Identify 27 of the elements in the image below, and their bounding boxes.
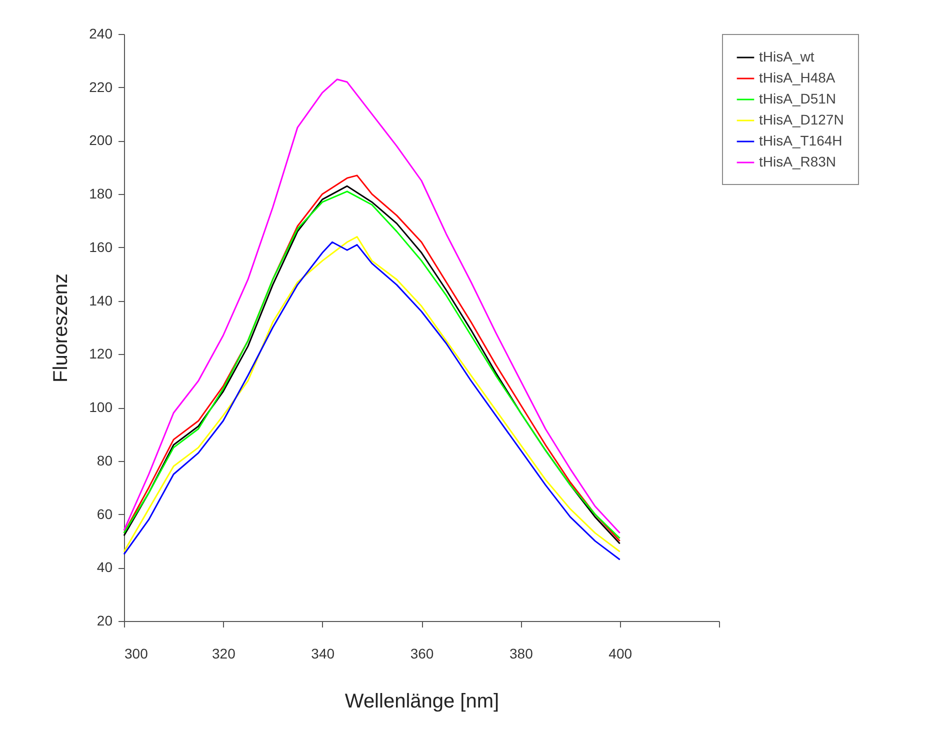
y-tick-label: 220 [89, 78, 113, 95]
legend-label: tHisA_H48A [759, 70, 836, 86]
y-tick-label: 240 [89, 26, 113, 42]
x-tick-label: 380 [509, 646, 534, 662]
legend-label: tHisA_R83N [759, 154, 836, 170]
y-tick-label: 160 [89, 238, 113, 255]
y-tick-label: 120 [89, 346, 113, 362]
legend-label: tHisA_T164H [759, 132, 842, 148]
line-series [123, 78, 621, 534]
y-tick-label: 40 [96, 559, 113, 576]
y-axis-title: Fluoreszenz [50, 274, 72, 382]
legend-label: tHisA_wt [759, 48, 814, 64]
y-tick-label: 80 [96, 452, 113, 468]
x-axis-title: Wellenlänge [nm] [344, 690, 500, 712]
y-tick-label: 200 [89, 132, 113, 148]
x-tick-label: 340 [311, 646, 335, 662]
x-tick-label: 320 [212, 646, 236, 662]
x-tick-label: 300 [124, 646, 148, 662]
x-tick-label: 360 [410, 646, 434, 662]
y-tick-label: 100 [89, 399, 113, 416]
y-tick-label: 20 [96, 612, 113, 628]
y-tick-label: 60 [96, 506, 113, 522]
legend-label: tHisA_D51N [759, 90, 836, 106]
y-tick-label: 140 [89, 292, 113, 308]
x-tick-label: 400 [608, 646, 632, 662]
legend-label: tHisA_D127N [759, 112, 844, 128]
y-tick-label: 180 [89, 186, 113, 202]
